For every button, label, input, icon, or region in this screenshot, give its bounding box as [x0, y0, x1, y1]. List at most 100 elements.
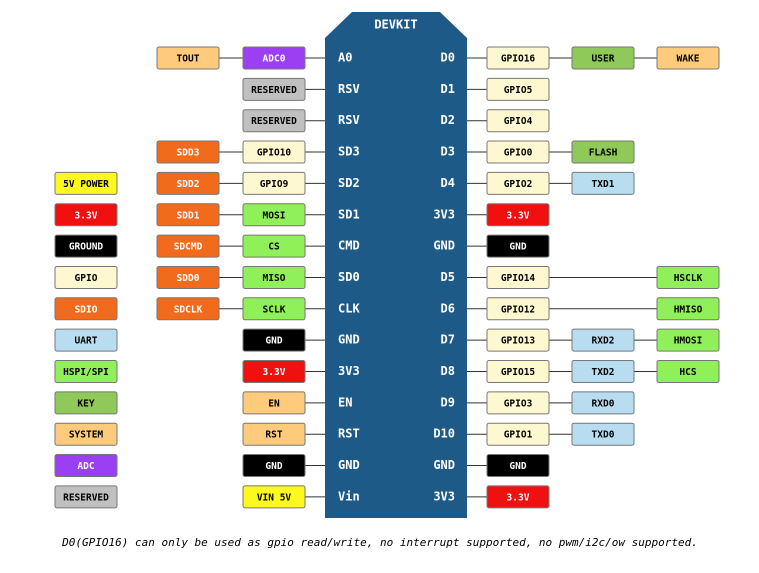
- pin-tag: [656, 297, 720, 321]
- pin-tag: [486, 265, 550, 289]
- pin-tag-label: ADC0: [263, 54, 286, 65]
- pin-tag-label: HMOSI: [674, 336, 703, 347]
- pin-tag-label: RXD0: [592, 398, 615, 409]
- pin-label: GND: [338, 333, 360, 347]
- pin-label: D8: [441, 364, 455, 378]
- pin-tag-label: TXD2: [592, 367, 615, 378]
- pin-tag-label: SDCMD: [174, 242, 203, 253]
- pin-tag: [571, 391, 635, 415]
- pin-tag: [54, 454, 118, 478]
- pin-tag-label: GPIO0: [504, 148, 533, 159]
- pin-label: D6: [441, 301, 455, 315]
- pin-tag: [242, 485, 306, 509]
- pin-tag: [242, 422, 306, 446]
- pin-tag: [242, 171, 306, 195]
- pin-tag-label: GND: [509, 242, 526, 253]
- pin-tag: [486, 171, 550, 195]
- pin-tag: [656, 328, 720, 352]
- pin-tag: [54, 360, 118, 383]
- pin-label: EN: [338, 395, 352, 409]
- pin-label: D0: [441, 51, 455, 65]
- pin-tag-label: GROUND: [69, 242, 104, 253]
- pin-tag: [656, 46, 720, 70]
- pin-label: D10: [433, 427, 455, 441]
- pin-tag: [156, 46, 220, 70]
- pin-tag-label: SDIO: [75, 304, 98, 315]
- pin-tag: [486, 454, 550, 478]
- pin-tag: [242, 360, 306, 383]
- pin-label: Vin: [338, 489, 360, 503]
- pin-tag-label: SDD0: [177, 273, 200, 284]
- pin-tag: [156, 297, 220, 321]
- pin-tag-label: GPIO4: [504, 116, 533, 127]
- pin-tag-label: GPIO12: [501, 304, 535, 315]
- pin-label: D9: [441, 395, 455, 409]
- pin-tag-label: GND: [265, 336, 282, 347]
- pin-tag-label: TXD0: [592, 430, 615, 441]
- pin-tag: [242, 234, 306, 258]
- pin-tag-label: 3.3V: [507, 210, 530, 221]
- pin-tag: [242, 265, 306, 289]
- pin-tag-label: GPIO14: [501, 273, 536, 284]
- pin-label: 3V3: [433, 207, 455, 221]
- pin-label: RST: [338, 427, 360, 441]
- pin-tag-label: FLASH: [589, 148, 618, 159]
- pin-label: GND: [338, 458, 360, 472]
- pin-tag-label: GPIO3: [504, 398, 533, 409]
- pin-tag-label: GND: [265, 461, 282, 472]
- pin-tag-label: SDCLK: [174, 304, 203, 315]
- pin-tag-label: GPIO: [75, 273, 98, 284]
- pin-tag: [242, 109, 306, 133]
- pin-tag-label: MISO: [263, 273, 286, 284]
- pin-tag: [242, 391, 306, 415]
- pin-tag: [242, 46, 306, 70]
- pin-tag: [486, 328, 550, 352]
- pin-tag: [571, 360, 635, 383]
- pin-tag-label: GND: [509, 461, 526, 472]
- pin-label: D3: [441, 145, 455, 159]
- board-title: DEVKIT: [374, 18, 417, 32]
- pin-label: D7: [441, 333, 455, 347]
- pin-label: SD1: [338, 207, 360, 221]
- pin-label: D4: [441, 176, 455, 190]
- pin-tag-label: HCS: [679, 367, 696, 378]
- pin-label: 3V3: [338, 364, 360, 378]
- pin-label: CMD: [338, 239, 360, 253]
- pin-tag-label: 3.3V: [507, 492, 530, 503]
- pin-label: CLK: [338, 301, 360, 315]
- pin-tag: [156, 203, 220, 227]
- pin-tag: [486, 140, 550, 164]
- pin-tag: [54, 391, 118, 415]
- board: [325, 12, 467, 518]
- pin-label: D5: [441, 270, 455, 284]
- pin-tag-label: RST: [265, 430, 282, 441]
- pin-tag: [242, 140, 306, 164]
- pin-tag: [486, 297, 550, 321]
- pin-tag: [242, 77, 306, 101]
- pin-label: GND: [433, 458, 455, 472]
- pin-tag-label: VIN 5V: [257, 492, 292, 503]
- pin-tag-label: SCLK: [263, 304, 286, 315]
- pin-tag: [571, 171, 635, 195]
- pin-tag: [656, 265, 720, 289]
- pin-tag: [486, 46, 550, 70]
- pin-tag: [54, 422, 118, 446]
- pin-tag: [486, 360, 550, 383]
- pin-label: RSV: [338, 113, 360, 127]
- pin-tag: [54, 485, 118, 509]
- pin-tag-label: GPIO2: [504, 179, 533, 190]
- pin-tag: [486, 485, 550, 509]
- pin-tag-label: GPIO9: [260, 179, 289, 190]
- pin-label: SD0: [338, 270, 360, 284]
- pin-tag: [242, 297, 306, 321]
- pin-tag-label: HSCLK: [674, 273, 703, 284]
- pin-tag: [156, 265, 220, 289]
- pin-tag-label: SYSTEM: [69, 430, 104, 441]
- pin-tag-label: KEY: [77, 398, 94, 409]
- pin-tag: [571, 422, 635, 446]
- pin-tag: [486, 109, 550, 133]
- pin-tag: [54, 297, 118, 321]
- pin-tag: [656, 360, 720, 383]
- pin-tag-label: RESERVED: [63, 492, 109, 503]
- pin-tag: [54, 265, 118, 289]
